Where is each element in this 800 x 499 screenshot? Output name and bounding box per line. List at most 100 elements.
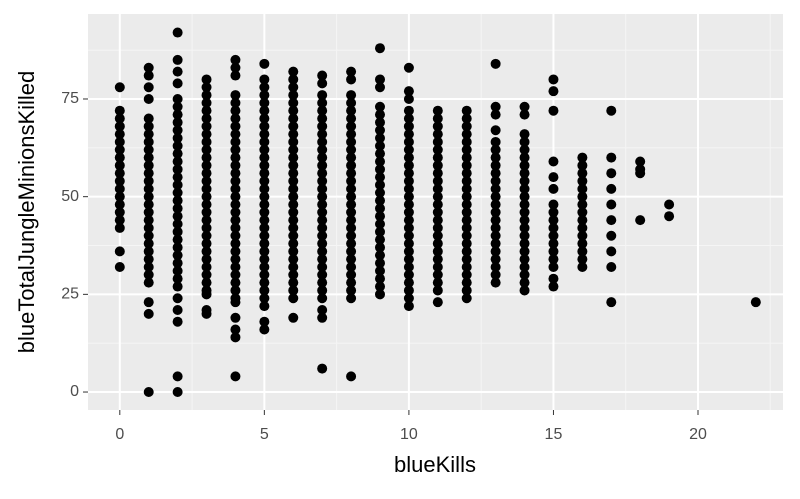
point — [259, 105, 270, 116]
point — [374, 125, 385, 136]
point — [317, 97, 328, 108]
point — [172, 219, 183, 230]
point — [172, 117, 183, 128]
point — [317, 285, 328, 296]
point — [519, 246, 530, 257]
point — [461, 160, 472, 171]
point — [635, 156, 646, 167]
point — [201, 277, 212, 288]
point — [172, 371, 183, 382]
point — [317, 261, 328, 272]
point — [432, 277, 443, 288]
point — [317, 207, 328, 218]
point — [519, 215, 530, 226]
point — [201, 183, 212, 194]
point — [374, 172, 385, 183]
point — [490, 246, 501, 257]
point — [114, 105, 125, 116]
point — [259, 113, 270, 124]
point — [172, 258, 183, 269]
point — [461, 121, 472, 132]
point — [317, 363, 328, 374]
point — [259, 222, 270, 233]
point — [317, 304, 328, 315]
point — [577, 222, 588, 233]
point — [403, 93, 414, 104]
point — [317, 176, 328, 187]
point — [172, 78, 183, 89]
point — [548, 230, 559, 241]
point — [374, 101, 385, 112]
point — [606, 297, 617, 308]
point — [143, 207, 154, 218]
point — [432, 176, 443, 187]
point — [490, 277, 501, 288]
point — [606, 230, 617, 241]
point — [317, 70, 328, 81]
point — [259, 316, 270, 327]
point — [288, 66, 299, 77]
point — [346, 191, 357, 202]
point — [374, 219, 385, 230]
point — [201, 304, 212, 315]
point — [230, 62, 241, 73]
point — [403, 105, 414, 116]
point — [172, 387, 183, 398]
point — [346, 90, 357, 101]
point — [346, 207, 357, 218]
point — [432, 215, 443, 226]
point — [374, 140, 385, 151]
point — [403, 129, 414, 140]
point — [201, 90, 212, 101]
point — [519, 269, 530, 280]
point — [288, 230, 299, 241]
point — [577, 238, 588, 249]
point — [230, 312, 241, 323]
point — [230, 121, 241, 132]
point — [230, 371, 241, 382]
point — [143, 191, 154, 202]
point — [403, 207, 414, 218]
point — [230, 246, 241, 257]
point — [259, 207, 270, 218]
point — [143, 136, 154, 147]
point — [317, 136, 328, 147]
point — [461, 215, 472, 226]
point — [519, 183, 530, 194]
point — [606, 152, 617, 163]
point — [461, 261, 472, 272]
point — [403, 113, 414, 124]
point — [201, 129, 212, 140]
point — [230, 254, 241, 265]
point — [346, 222, 357, 233]
point — [403, 86, 414, 97]
point — [143, 144, 154, 155]
point — [461, 136, 472, 147]
point — [374, 82, 385, 93]
point — [346, 160, 357, 171]
point — [259, 129, 270, 140]
point — [346, 230, 357, 241]
point — [519, 109, 530, 120]
point — [201, 160, 212, 171]
point — [259, 324, 270, 335]
point — [490, 109, 501, 120]
point — [143, 230, 154, 241]
point — [143, 160, 154, 171]
point — [374, 133, 385, 144]
point — [403, 176, 414, 187]
point — [172, 133, 183, 144]
point — [288, 144, 299, 155]
point — [461, 152, 472, 163]
point — [750, 297, 761, 308]
point — [114, 113, 125, 124]
point — [346, 168, 357, 179]
point — [143, 70, 154, 81]
point — [461, 113, 472, 124]
point — [432, 168, 443, 179]
point — [172, 54, 183, 65]
point — [374, 265, 385, 276]
point — [259, 136, 270, 147]
point — [346, 121, 357, 132]
point — [432, 297, 443, 308]
